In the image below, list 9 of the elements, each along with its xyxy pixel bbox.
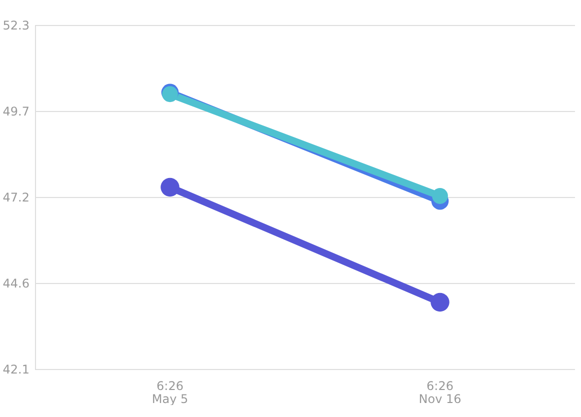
point bbox=[160, 178, 180, 197]
y-tick-label: 49.7 bbox=[2, 104, 30, 118]
y-tick-label: 47.2 bbox=[2, 190, 30, 204]
point bbox=[430, 292, 450, 312]
point bbox=[432, 188, 448, 204]
x-tick-label: 6:26 Nov 16 bbox=[418, 379, 462, 406]
y-tick-label: 42.1 bbox=[2, 362, 30, 376]
y-tick-label: 52.3 bbox=[2, 18, 30, 32]
y-tick-label: 44.6 bbox=[2, 276, 30, 290]
